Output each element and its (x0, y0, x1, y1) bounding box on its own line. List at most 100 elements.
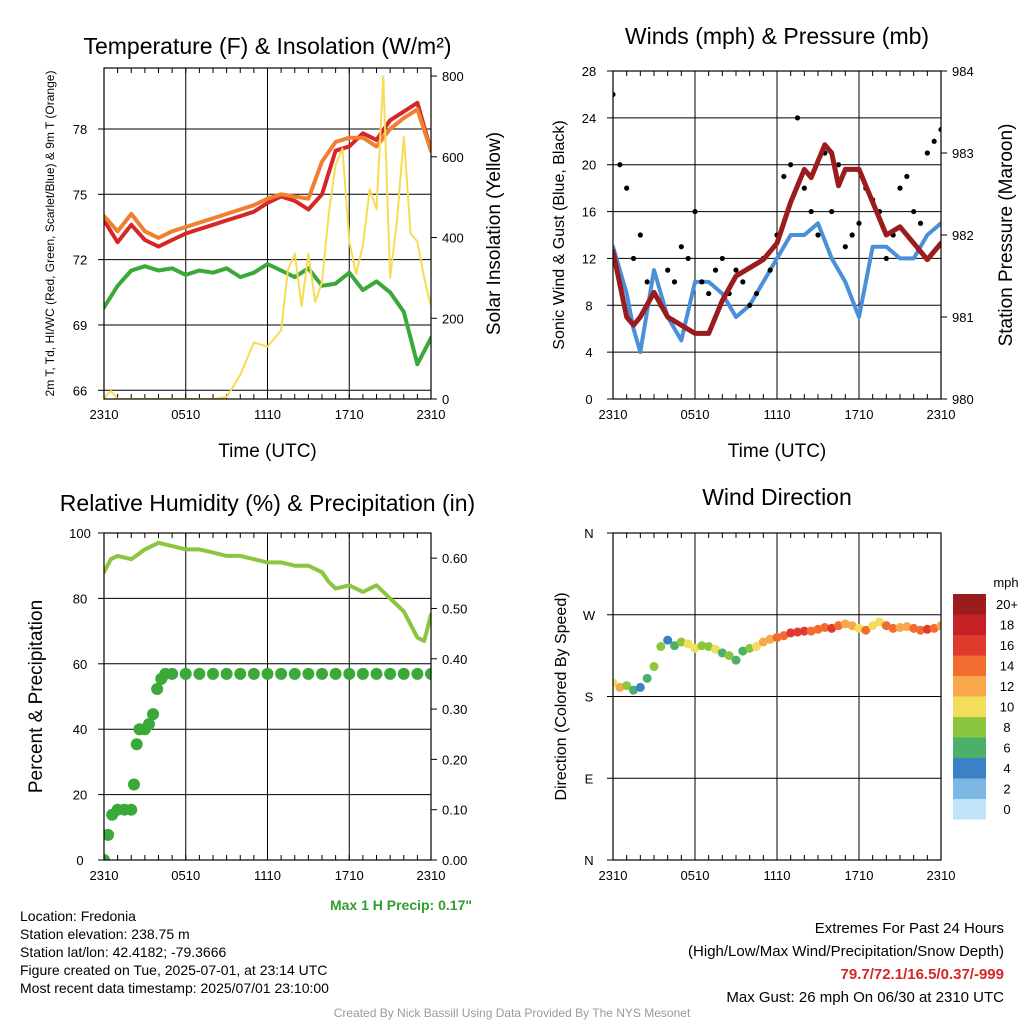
2m-td-line (104, 262, 431, 367)
y2-tick-label: 0.60 (442, 551, 467, 566)
y2-axis-label: Station Pressure (Maroon) (996, 124, 1017, 347)
precipitation-point (370, 667, 383, 680)
x-tick-label: 1110 (254, 407, 281, 422)
gust-point (931, 138, 937, 144)
y-tick-label: 24 (582, 111, 596, 126)
precipitation-point (288, 667, 301, 680)
solar-insolation-line (104, 75, 431, 399)
station-location: Location: Fredonia (20, 908, 136, 924)
gust-point (712, 267, 719, 273)
series-group (104, 75, 431, 399)
precipitation-point (151, 682, 164, 695)
y-tick-label: 40 (73, 722, 87, 737)
x-tick-label: 2310 (417, 407, 446, 422)
direction-point (615, 682, 625, 692)
precipitation-point (384, 667, 397, 680)
gust-point (685, 255, 691, 262)
y-tick-label: S (585, 690, 594, 705)
chart-title: Winds (mph) & Pressure (mb) (625, 23, 929, 49)
x-tick-label: 0510 (681, 407, 710, 422)
gust-point (904, 173, 910, 180)
y-tick-label: 20 (582, 158, 596, 173)
direction-point (813, 624, 823, 634)
extremes-heading: Extremes For Past 24 Hours (814, 920, 1004, 937)
gust-point (644, 279, 650, 285)
direction-point (745, 643, 755, 653)
y-tick-label: E (585, 771, 594, 786)
gust-point (699, 279, 705, 285)
direction-point (868, 621, 878, 631)
direction-point (649, 662, 659, 672)
direction-point (690, 643, 700, 653)
x-tick-label: 2310 (927, 407, 956, 422)
gust-point (801, 185, 807, 191)
direction-point (847, 621, 857, 631)
precipitation-point (147, 708, 160, 721)
precipitation-point (316, 667, 328, 680)
gust-point (753, 290, 760, 297)
gust-point (849, 232, 855, 238)
y2-tick-label: 0.00 (442, 853, 467, 868)
recent-timestamp: Most recent data timestamp: 2025/07/01 2… (20, 980, 329, 996)
chart-title: Wind Direction (702, 484, 852, 510)
direction-point (724, 651, 734, 661)
precipitation-point (193, 667, 206, 680)
direction-point (731, 655, 741, 665)
precipitation-point (142, 718, 155, 731)
precipitation-point (411, 667, 424, 680)
extremes-block: Extremes For Past 24 Hours (High/Low/Max… (688, 917, 1004, 1009)
colorbar-swatch (953, 635, 986, 656)
series-group (613, 91, 941, 355)
y-tick-label: 20 (73, 788, 87, 803)
gust-point (719, 255, 725, 262)
9m-t-line (104, 107, 431, 240)
gust-point (842, 244, 848, 250)
gust-point (794, 115, 801, 121)
direction-point (922, 624, 932, 634)
y-axis-label: Sonic Wind & Gust (Blue, Black) (551, 120, 568, 349)
precipitation-point (125, 803, 138, 816)
precipitation-point (261, 667, 274, 680)
colorbar-swatch (953, 655, 986, 676)
direction-point (772, 632, 782, 642)
precipitation-point (179, 667, 192, 680)
direction-point (854, 623, 864, 633)
gust-point (835, 162, 842, 168)
gust-point (815, 232, 821, 238)
gust-point (911, 208, 917, 215)
direction-point (738, 646, 748, 656)
extremes-subheading: (High/Low/Max Wind/Precipitation/Snow De… (688, 943, 1004, 960)
colorbar-swatch (953, 778, 986, 799)
gust-point (637, 232, 643, 238)
credit-line: Created By Nick Bassill Using Data Provi… (333, 1006, 691, 1020)
gust-point (856, 220, 862, 226)
y2-tick-label: 980 (952, 392, 974, 407)
direction-point (622, 681, 632, 691)
colorbar-swatch (953, 737, 986, 758)
direction-point (916, 625, 925, 635)
direction-point (697, 641, 707, 651)
chart-panel-1: Winds (mph) & Pressure (mb) 2310 0510 1110 1… (551, 23, 1017, 462)
x-tick-label: 1710 (335, 407, 364, 422)
y-tick-label: 16 (582, 205, 596, 220)
gust-point (808, 208, 814, 215)
colorbar-level: 12 (1000, 679, 1014, 694)
precipitation-point (302, 667, 315, 680)
y-tick-label: 69 (73, 318, 87, 333)
gust-point (692, 208, 698, 215)
colorbar-swatch (953, 594, 986, 615)
direction-point (902, 622, 912, 632)
y2-tick-label: 400 (442, 231, 464, 246)
y-tick-label: 8 (585, 298, 592, 313)
y2-tick-label: 984 (952, 64, 974, 79)
precipitation-point (104, 828, 115, 841)
x-tick-label: 1710 (335, 868, 364, 883)
station-elevation: Station elevation: 238.75 m (20, 926, 190, 942)
x-tick-label: 2310 (417, 868, 446, 883)
precipitation-point (104, 854, 110, 860)
x-tick-label: 2310 (599, 407, 628, 422)
y-tick-label: N (584, 853, 593, 868)
chart-title: Temperature (F) & Insolation (W/m²) (83, 33, 451, 59)
